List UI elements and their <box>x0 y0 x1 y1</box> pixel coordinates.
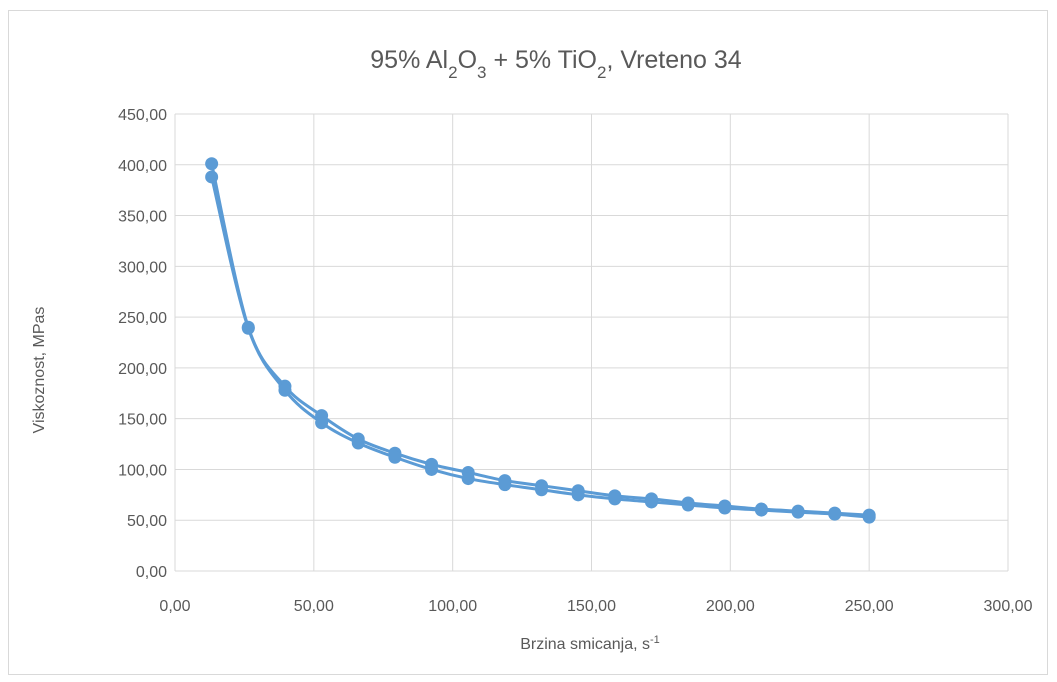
x-tick-label: 250,00 <box>845 598 894 615</box>
data-point <box>681 498 695 512</box>
data-point <box>862 510 876 524</box>
y-axis-label: Viskoznost, MPas <box>31 307 48 434</box>
y-tick-label: 150,00 <box>118 412 167 429</box>
data-point <box>791 505 805 519</box>
x-axis-label-text: Brzina smicanja, s <box>520 636 650 653</box>
data-point <box>828 507 842 521</box>
title-part: 95% Al <box>370 46 448 74</box>
x-axis-ticks: 0,00 50,00 100,00 150,00 200,00 250,00 300,00 <box>159 598 1032 615</box>
data-point <box>205 157 219 171</box>
y-tick-label: 250,00 <box>118 310 167 327</box>
chart-area <box>8 10 1048 675</box>
data-point <box>388 450 402 464</box>
y-tick-label: 350,00 <box>118 209 167 226</box>
title-part: 2 <box>597 63 606 82</box>
data-point <box>425 462 439 476</box>
title-part: , Vreteno 34 <box>606 46 741 74</box>
y-tick-label: 300,00 <box>118 259 167 276</box>
x-tick-label: 200,00 <box>706 598 755 615</box>
y-tick-label: 450,00 <box>118 107 167 124</box>
y-tick-label: 200,00 <box>118 361 167 378</box>
series-line <box>210 175 871 519</box>
title-part: 3 <box>477 63 486 82</box>
y-tick-label: 400,00 <box>118 158 167 175</box>
data-point <box>241 321 255 335</box>
chart-title: 95% Al2O3 + 5% TiO2, Vreteno 34 <box>370 46 742 82</box>
x-tick-label: 100,00 <box>428 598 477 615</box>
data-point <box>498 478 512 492</box>
data-point <box>644 495 658 509</box>
data-point <box>608 492 622 506</box>
x-axis-label-sup: -1 <box>650 634 660 646</box>
data-point <box>718 501 732 515</box>
y-tick-label: 50,00 <box>127 513 167 530</box>
data-point <box>278 383 292 397</box>
data-point <box>351 436 365 450</box>
x-tick-label: 150,00 <box>567 598 616 615</box>
series-line <box>210 162 871 517</box>
x-tick-label: 0,00 <box>159 598 190 615</box>
x-axis-label: Brzina smicanja, s-1 <box>520 634 660 653</box>
y-tick-label: 0,00 <box>136 564 167 581</box>
title-part: O <box>458 46 477 74</box>
gridlines <box>174 113 1009 572</box>
y-axis-ticks: 0,00 50,00 100,00 150,00 200,00 250,00 300,00 3… <box>118 107 167 581</box>
data-point <box>754 503 768 517</box>
y-tick-label: 100,00 <box>118 462 167 479</box>
data-point <box>461 472 475 486</box>
x-tick-label: 300,00 <box>984 598 1033 615</box>
series-layer <box>205 157 876 524</box>
title-part: 2 <box>448 63 457 82</box>
data-point <box>571 488 585 502</box>
title-part: + 5% TiO <box>487 46 597 74</box>
x-tick-label: 50,00 <box>294 598 334 615</box>
data-point <box>535 483 549 497</box>
data-point <box>205 170 219 184</box>
data-point <box>315 416 329 430</box>
